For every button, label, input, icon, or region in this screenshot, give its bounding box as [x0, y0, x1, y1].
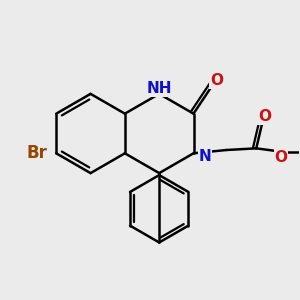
Text: O: O	[274, 150, 287, 165]
Text: N: N	[199, 149, 211, 164]
Text: O: O	[210, 73, 223, 88]
Text: Br: Br	[26, 144, 47, 162]
Text: NH: NH	[146, 81, 172, 96]
Text: O: O	[258, 109, 271, 124]
